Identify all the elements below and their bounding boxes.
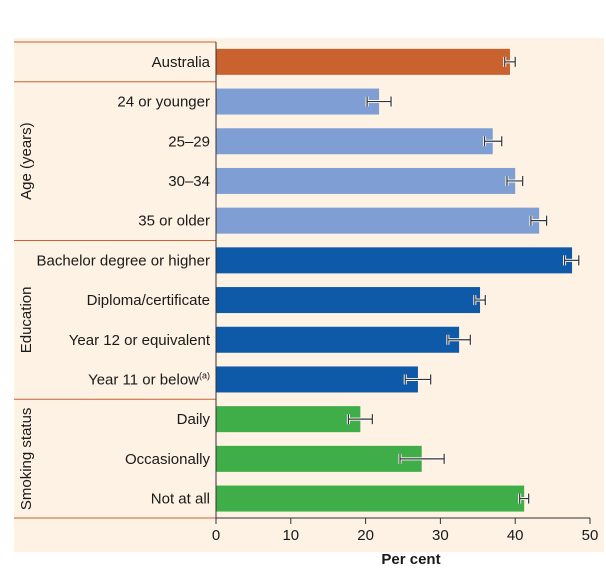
x-tick-label: 40	[507, 527, 524, 544]
bar	[216, 88, 380, 115]
x-tick-label: 0	[212, 527, 220, 544]
bar	[216, 287, 481, 314]
group-label: Age (years)	[18, 122, 35, 200]
group-label: Education	[18, 287, 35, 354]
category-label-footnote: (a)	[199, 370, 210, 380]
bar	[216, 128, 493, 155]
category-label: 24 or younger	[117, 94, 210, 111]
x-axis-title: Per cent	[381, 551, 440, 568]
category-label: Not at all	[151, 491, 210, 508]
bar	[216, 48, 510, 75]
bar	[216, 207, 540, 234]
bar	[216, 445, 422, 472]
category-label: 30–34	[168, 173, 210, 190]
category-label: Year 12 or equivalent	[69, 332, 211, 349]
bar	[216, 366, 418, 393]
bar	[216, 406, 361, 433]
x-tick-label: 20	[357, 527, 374, 544]
category-label: 35 or older	[138, 213, 210, 230]
bar	[216, 247, 573, 274]
x-tick-label: 10	[282, 527, 299, 544]
bar	[216, 167, 516, 194]
category-label: Year 11 or below(a)	[88, 370, 210, 388]
x-tick-label: 30	[432, 527, 449, 544]
bar	[216, 485, 525, 512]
category-label: Diploma/certificate	[87, 292, 210, 309]
x-tick-label: 50	[582, 527, 599, 544]
category-label: Daily	[177, 411, 211, 428]
category-label: Occasionally	[125, 451, 211, 468]
category-label: Australia	[152, 54, 211, 71]
group-label: Smoking status	[18, 408, 35, 511]
category-label: 25–29	[168, 133, 210, 150]
bar	[216, 326, 460, 353]
category-label: Bachelor degree or higher	[37, 252, 210, 269]
